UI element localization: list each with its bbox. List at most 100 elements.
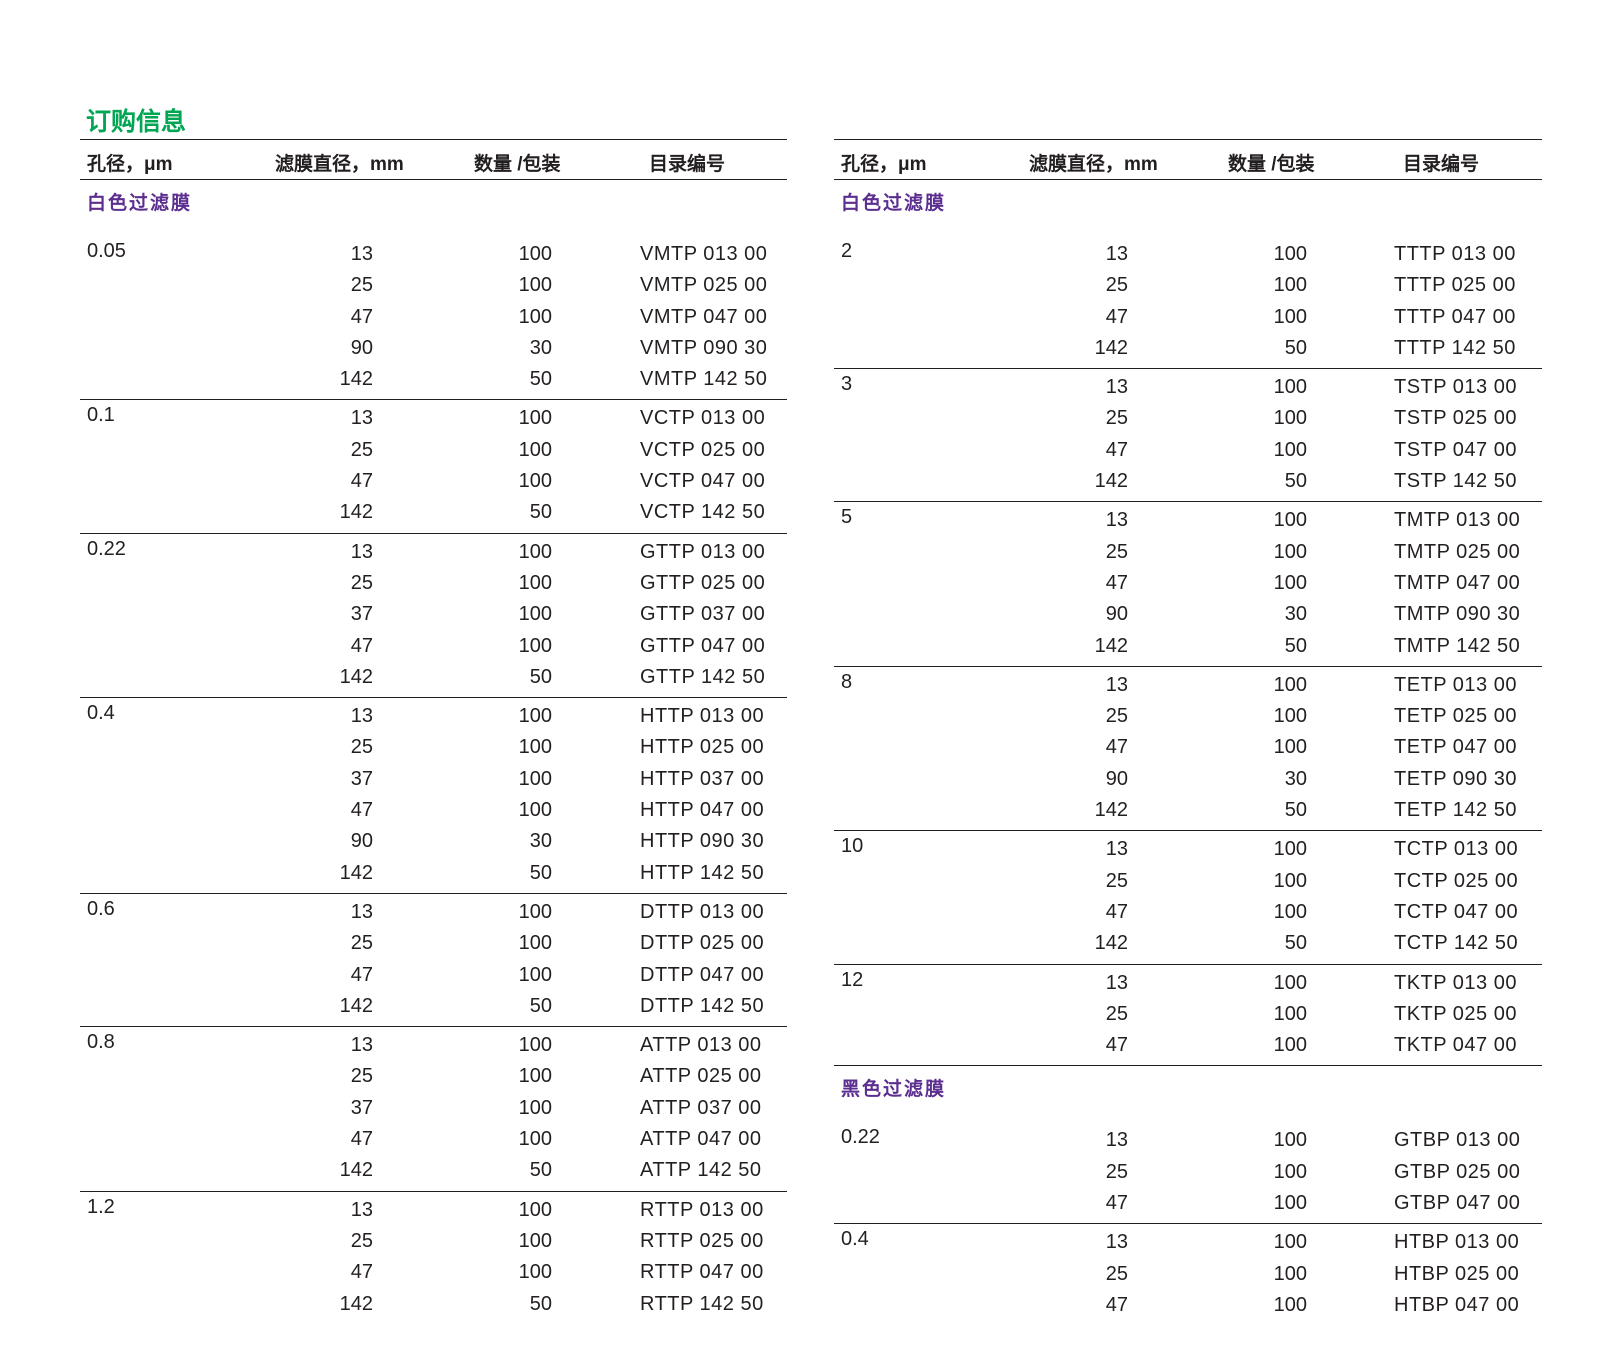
catalog-number: TETP 142 50 [1394, 799, 1517, 822]
quantity-per-pack: 100 [1273, 900, 1307, 923]
filter-diameter: 47 [1105, 438, 1128, 461]
filter-diameter: 25 [1105, 705, 1128, 728]
quantity-per-pack: 100 [1273, 438, 1307, 461]
table-row: 47 100 TSTP 047 00 [834, 435, 1542, 466]
catalog-number: TETP 025 00 [1394, 705, 1517, 728]
pore-size-group: 1.2 13 100 RTTP 013 00 25 100 RTTP 025 00 47 100… [80, 1192, 787, 1324]
catalog-number: ATTP 025 00 [640, 1065, 762, 1088]
quantity-per-pack: 100 [518, 243, 552, 265]
catalog-number: VMTP 025 00 [640, 274, 768, 297]
filter-diameter: 25 [1105, 1002, 1128, 1025]
table-row: 0.1 13 100 VCTP 013 00 [80, 403, 787, 434]
table-row: 142 50 RTTP 142 50 [80, 1289, 787, 1320]
quantity-per-pack: 100 [518, 305, 552, 328]
catalog-number: HTTP 142 50 [640, 861, 765, 884]
table-row: 25 100 VCTP 025 00 [80, 435, 787, 466]
catalog-number: VCTP 047 00 [640, 470, 766, 493]
table-row: 37 100 ATTP 037 00 [80, 1093, 787, 1124]
table-row: 25 100 RTTP 025 00 [80, 1226, 787, 1257]
catalog-number: TKTP 013 00 [1394, 971, 1517, 994]
table-row: 142 50 TCTP 142 50 [834, 928, 1542, 959]
filter-diameter: 90 [1105, 603, 1128, 626]
filter-diameter: 13 [350, 1198, 373, 1221]
table-row: 10 13 100 TCTP 013 00 [834, 834, 1542, 865]
filter-diameter: 90 [350, 830, 373, 853]
quantity-per-pack: 100 [518, 1229, 552, 1252]
filter-diameter: 25 [1105, 540, 1128, 563]
filter-diameter: 13 [1105, 838, 1128, 861]
table-row: 25 100 HTTP 025 00 [80, 732, 787, 763]
section-heading-label: 黑色过滤膜 [841, 1079, 947, 1101]
quantity-per-pack: 100 [518, 767, 552, 790]
table-row: 47 100 TCTP 047 00 [834, 897, 1542, 928]
catalog-number: ATTP 047 00 [640, 1128, 762, 1151]
table-row: 90 30 VMTP 090 30 [80, 333, 787, 364]
catalog-number: VMTP 013 00 [640, 243, 768, 265]
quantity-per-pack: 50 [1284, 336, 1307, 359]
quantity-per-pack: 100 [518, 963, 552, 986]
pore-size: 2 [841, 240, 853, 262]
catalog-number: RTTP 025 00 [640, 1229, 764, 1252]
quantity-per-pack: 100 [1273, 1160, 1307, 1183]
quantity-per-pack: 100 [1273, 509, 1307, 532]
filter-diameter: 47 [1105, 1034, 1128, 1057]
table-row: 142 50 VMTP 142 50 [80, 364, 787, 395]
catalog-number: GTTP 013 00 [640, 540, 766, 563]
filter-diameter: 25 [1105, 1160, 1128, 1183]
column-header: 数量 /包装 [1228, 154, 1315, 175]
table-row: 25 100 ATTP 025 00 [80, 1061, 787, 1092]
catalog-number: TSTP 013 00 [1394, 376, 1517, 399]
filter-diameter: 142 [1094, 799, 1128, 822]
page-title: 订购信息 [86, 108, 187, 136]
catalog-number: DTTP 013 00 [640, 900, 765, 923]
filter-diameter: 47 [1105, 736, 1128, 759]
quantity-per-pack: 100 [1273, 305, 1307, 328]
catalog-number: TETP 090 30 [1394, 767, 1517, 790]
pore-size: 0.05 [87, 240, 126, 262]
catalog-number: GTTP 025 00 [640, 571, 766, 594]
quantity-per-pack: 100 [518, 634, 552, 657]
quantity-per-pack: 100 [518, 1261, 552, 1284]
table-row: 0.05 13 100 VMTP 013 00 [80, 239, 787, 270]
pore-size: 8 [841, 670, 853, 693]
table-row: 0.4 13 100 HTBP 013 00 [834, 1227, 1542, 1258]
table-row: 47 100 DTTP 047 00 [80, 960, 787, 991]
filter-diameter: 13 [1105, 243, 1128, 265]
catalog-number: HTBP 025 00 [1394, 1262, 1520, 1285]
catalog-number: TCTP 142 50 [1394, 932, 1519, 955]
table-row: 25 100 TTTP 025 00 [834, 270, 1542, 301]
table-row: 47 100 GTBP 047 00 [834, 1188, 1542, 1219]
catalog-number: TTTP 047 00 [1394, 305, 1516, 328]
quantity-per-pack: 100 [518, 705, 552, 728]
table-row: 25 100 VMTP 025 00 [80, 270, 787, 301]
table-row: 47 100 TETP 047 00 [834, 732, 1542, 763]
table-row: 90 30 TETP 090 30 [834, 764, 1542, 795]
catalog-number: ATTP 142 50 [640, 1159, 762, 1182]
catalog-number: DTTP 025 00 [640, 932, 765, 955]
pore-size: 5 [841, 506, 853, 529]
table-row: 25 100 GTBP 025 00 [834, 1157, 1542, 1188]
table-row: 0.4 13 100 HTTP 013 00 [80, 701, 787, 732]
table-row: 142 50 VCTP 142 50 [80, 497, 787, 528]
table-row: 47 100 HTTP 047 00 [80, 795, 787, 826]
column-header: 目录编号 [1403, 154, 1480, 175]
filter-diameter: 47 [1105, 1192, 1128, 1215]
table-row: 3 13 100 TSTP 013 00 [834, 372, 1542, 403]
pore-size: 0.4 [87, 702, 115, 725]
catalog-number: TTTP 013 00 [1394, 243, 1516, 265]
filter-diameter: 25 [1105, 407, 1128, 430]
table-row: 25 100 DTTP 025 00 [80, 928, 787, 959]
quantity-per-pack: 100 [518, 1065, 552, 1088]
pore-size: 0.1 [87, 404, 115, 427]
filter-diameter: 13 [1105, 971, 1128, 994]
filter-diameter: 13 [350, 407, 373, 430]
catalog-number: GTBP 013 00 [1394, 1129, 1521, 1152]
catalog-number: TMTP 013 00 [1394, 509, 1521, 532]
table-row: 8 13 100 TETP 013 00 [834, 670, 1542, 701]
table-row: 25 100 TSTP 025 00 [834, 403, 1542, 434]
quantity-per-pack: 100 [1273, 705, 1307, 728]
quantity-per-pack: 100 [1273, 673, 1307, 696]
catalog-number: TETP 047 00 [1394, 736, 1517, 759]
pore-size: 3 [841, 373, 853, 396]
catalog-number: TKTP 025 00 [1394, 1002, 1517, 1025]
